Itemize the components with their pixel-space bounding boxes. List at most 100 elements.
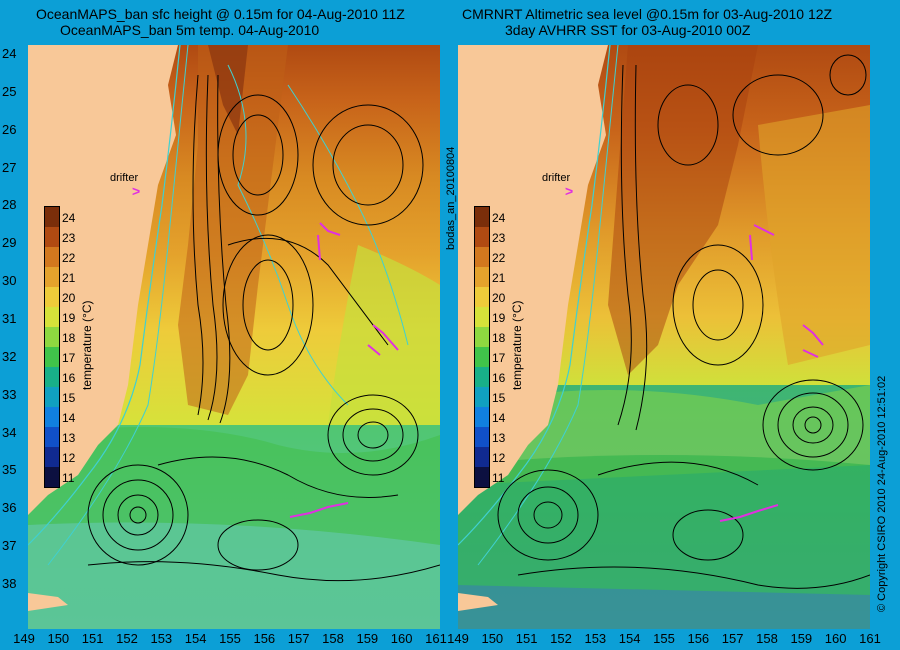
colorbar-swatch [45, 227, 59, 247]
longitude-tick: 154 [618, 631, 641, 646]
left-map-panel [28, 45, 440, 629]
longitude-tick: 155 [653, 631, 675, 646]
colorbar-tick: 14 [62, 411, 76, 425]
colorbar-swatch [475, 267, 489, 287]
colorbar-tick: 12 [62, 451, 76, 465]
longitude-tick: 154 [184, 631, 207, 646]
longitude-tick: 161 [859, 631, 881, 646]
colorbar-tick: 12 [492, 451, 506, 465]
longitude-tick: 157 [721, 631, 744, 646]
colorbar-tick: 18 [492, 331, 506, 345]
right-drifter-tracks [719, 224, 824, 522]
longitude-tick: 151 [81, 631, 104, 646]
colorbar-tick: 20 [62, 291, 76, 305]
longitude-tick: 156 [687, 631, 710, 646]
latitude-tick: 36 [2, 500, 17, 516]
colorbar-tick: 22 [62, 251, 76, 265]
longitude-tick: 155 [219, 631, 241, 646]
longitude-tick: 153 [584, 631, 607, 646]
colorbar-swatch [45, 447, 59, 467]
left-title-line-1: OceanMAPS_ban sfc height @ 0.15m for 04-… [36, 6, 405, 22]
left-drifter-label: drifter [110, 172, 139, 184]
longitude-tick: 150 [481, 631, 504, 646]
latitude-tick: 30 [2, 273, 17, 289]
colorbar-swatch [475, 467, 489, 487]
left-temperature-colorbar [44, 206, 60, 488]
latitude-tick: 29 [2, 235, 17, 251]
right-map-panel [458, 45, 870, 629]
colorbar-tick: 19 [62, 311, 76, 325]
colorbar-swatch [475, 367, 489, 387]
colorbar-swatch [475, 227, 489, 247]
longitude-tick: 156 [253, 631, 276, 646]
longitude-tick: 152 [116, 631, 138, 646]
longitude-tick: 153 [150, 631, 173, 646]
colorbar-tick: 22 [492, 251, 506, 265]
longitude-tick: 149 [447, 631, 469, 646]
colorbar-swatch [475, 327, 489, 347]
longitude-tick: 157 [287, 631, 310, 646]
right-land [458, 45, 608, 515]
left-drifter-marker: > [132, 183, 141, 199]
colorbar-swatch [45, 347, 59, 367]
right-colorbar-title: temperature (°C) [510, 300, 524, 391]
latitude-tick: 24 [2, 46, 17, 61]
colorbar-swatch [45, 467, 59, 487]
colorbar-tick: 15 [492, 391, 506, 405]
colorbar-tick: 11 [62, 471, 75, 485]
colorbar-tick: 17 [492, 351, 506, 365]
colorbar-tick: 23 [62, 231, 76, 245]
left-land [28, 45, 178, 515]
colorbar-swatch [45, 307, 59, 327]
colorbar-swatch [475, 207, 489, 227]
longitude-tick: 161 [425, 631, 447, 646]
colorbar-swatch [475, 287, 489, 307]
colorbar-swatch [45, 407, 59, 427]
latitude-tick: 27 [2, 159, 17, 175]
latitude-tick: 37 [2, 538, 17, 554]
run-id-label: bodas_an_20100804 [445, 146, 457, 250]
colorbar-tick: 19 [492, 311, 506, 325]
colorbar-tick: 18 [62, 331, 76, 345]
latitude-tick: 35 [2, 462, 17, 478]
longitude-tick: 160 [824, 631, 847, 646]
colorbar-swatch [45, 287, 59, 307]
colorbar-swatch [475, 307, 489, 327]
longitude-tick: 159 [790, 631, 813, 646]
colorbar-tick: 14 [492, 411, 506, 425]
colorbar-swatch [45, 367, 59, 387]
latitude-tick: 25 [2, 83, 17, 99]
colorbar-tick: 13 [62, 431, 76, 445]
latitude-tick: 28 [2, 197, 17, 213]
longitude-tick: 151 [515, 631, 538, 646]
colorbar-swatch [475, 387, 489, 407]
left-colorbar-title: temperature (°C) [80, 300, 94, 391]
colorbar-swatch [45, 427, 59, 447]
colorbar-swatch [475, 427, 489, 447]
latitude-tick: 33 [2, 386, 17, 402]
left-title-line-2: OceanMAPS_ban 5m temp. 04-Aug-2010 [60, 22, 320, 38]
colorbar-swatch [475, 347, 489, 367]
colorbar-tick: 15 [62, 391, 76, 405]
colorbar-swatch [475, 247, 489, 267]
colorbar-swatch [45, 267, 59, 287]
colorbar-tick: 16 [62, 371, 76, 385]
colorbar-swatch [45, 327, 59, 347]
colorbar-tick: 16 [492, 371, 506, 385]
colorbar-tick: 20 [492, 291, 506, 305]
colorbar-swatch [475, 407, 489, 427]
longitude-tick: 152 [550, 631, 572, 646]
right-drifter-marker: > [565, 183, 574, 199]
latitude-tick: 34 [2, 424, 17, 440]
right-map-svg [458, 45, 870, 629]
colorbar-swatch [475, 447, 489, 467]
left-drifter-tracks [289, 222, 399, 518]
longitude-tick: 159 [356, 631, 379, 646]
longitude-tick: 158 [756, 631, 778, 646]
colorbar-tick: 13 [492, 431, 506, 445]
longitude-tick: 150 [47, 631, 70, 646]
colorbar-swatch [45, 207, 59, 227]
colorbar-tick: 17 [62, 351, 76, 365]
colorbar-tick: 21 [62, 271, 76, 285]
left-map-svg [28, 45, 440, 629]
